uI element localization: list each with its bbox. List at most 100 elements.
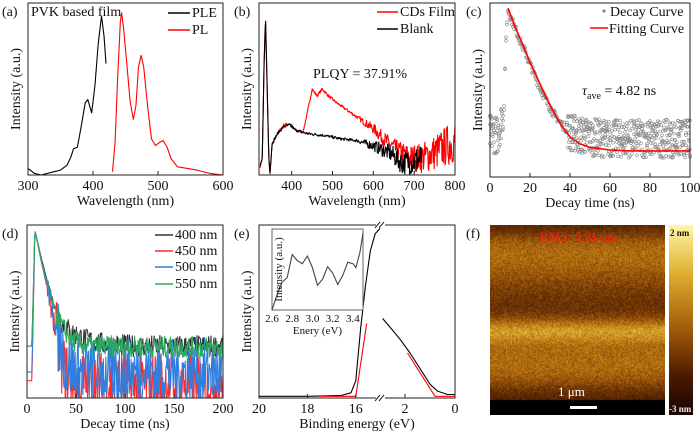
decay-point — [663, 120, 667, 125]
decay-point — [560, 119, 564, 124]
decay-point — [613, 128, 617, 132]
y-axis-label: Intensity (a.u.) — [240, 48, 255, 130]
decay-point — [668, 122, 672, 126]
decay-point — [622, 125, 626, 129]
decay-point — [490, 117, 494, 121]
decay-point — [590, 150, 594, 155]
decay-point — [637, 140, 641, 144]
decay-point — [565, 122, 569, 127]
decay-point — [671, 143, 675, 148]
y-axis-label: Intensity (a.u.) — [9, 48, 24, 130]
decay-point — [572, 134, 576, 139]
decay-point — [669, 130, 673, 135]
decay-point — [672, 131, 676, 136]
decay-point — [648, 119, 652, 123]
x-tick-label: 80 — [643, 181, 657, 196]
decay-point — [495, 119, 499, 123]
decay-point — [649, 141, 653, 145]
annotation: PLQY = 37.91% — [313, 67, 407, 82]
series-blank — [259, 20, 423, 176]
decay-point — [654, 145, 658, 150]
decay-point — [622, 140, 626, 144]
decay-point — [675, 140, 679, 145]
legend-label: PLE — [192, 6, 217, 21]
decay-point — [681, 123, 685, 128]
decay-point — [639, 121, 643, 126]
decay-point — [684, 133, 688, 137]
decay-point — [571, 140, 575, 144]
decay-point — [502, 104, 506, 108]
x-tick-label: 2 — [402, 402, 409, 417]
decay-point — [641, 130, 645, 135]
axis-break-mark — [378, 221, 385, 229]
inset-x-tick-label: 3.4 — [346, 313, 360, 325]
decay-point — [611, 141, 615, 145]
series-ple — [27, 15, 107, 176]
decay-point — [632, 122, 636, 126]
decay-point — [658, 142, 662, 147]
decay-point — [677, 153, 681, 157]
y-axis-label: Intensity (a.u.) — [8, 270, 23, 352]
decay-point — [501, 113, 505, 118]
decay-point — [602, 126, 606, 130]
decay-point — [637, 118, 641, 122]
decay-point — [676, 118, 680, 123]
chart-c: τave = 4.82 ns — [488, 2, 692, 178]
decay-point — [582, 124, 586, 129]
axis-break-mark — [378, 394, 385, 402]
decay-point — [599, 142, 603, 146]
decay-point — [668, 146, 672, 150]
decay-point — [492, 122, 496, 127]
legend-label: Decay Curve — [610, 5, 683, 20]
decay-point — [628, 128, 632, 133]
decay-point — [636, 144, 640, 148]
decay-point — [597, 153, 601, 158]
decay-point — [645, 143, 649, 148]
decay-point — [608, 138, 612, 143]
decay-point — [623, 143, 627, 148]
decay-point — [633, 137, 637, 141]
decay-point — [504, 39, 508, 43]
decay-point — [610, 124, 614, 128]
decay-point — [651, 125, 655, 130]
x-tick-label: 600 — [363, 179, 384, 194]
decay-point — [568, 138, 572, 142]
panel-label: (f) — [466, 227, 480, 242]
afm-height-image — [490, 225, 665, 415]
decay-point — [606, 135, 610, 139]
decay-point — [495, 150, 499, 154]
decay-point — [630, 126, 634, 131]
decay-point — [650, 135, 654, 140]
decay-point — [634, 141, 638, 145]
decay-point — [566, 115, 570, 119]
decay-point — [616, 154, 620, 159]
decay-point — [647, 137, 651, 141]
decay-point — [591, 123, 595, 128]
decay-point — [652, 133, 656, 138]
decay-point — [667, 155, 671, 159]
decay-point — [600, 155, 604, 159]
decay-point — [685, 125, 689, 129]
decay-point — [686, 125, 690, 129]
decay-point — [661, 139, 665, 143]
decay-point — [680, 126, 684, 131]
decay-point — [666, 125, 670, 129]
decay-point — [597, 117, 601, 121]
decay-point — [618, 130, 622, 135]
decay-point — [496, 125, 500, 130]
decay-point — [566, 146, 570, 150]
decay-point — [670, 127, 674, 131]
legend-marker — [602, 9, 606, 13]
decay-point — [651, 129, 655, 134]
plot-frame — [258, 224, 456, 399]
decay-point — [643, 122, 647, 127]
decay-point — [582, 136, 586, 140]
x-tick-label: 150 — [164, 402, 185, 417]
decay-point — [581, 129, 585, 133]
decay-point — [498, 142, 502, 147]
decay-point — [640, 153, 644, 157]
inset-x-tick-label: 3.2 — [326, 313, 340, 325]
decay-point — [641, 129, 645, 133]
decay-point — [619, 155, 623, 159]
decay-point — [682, 139, 686, 144]
